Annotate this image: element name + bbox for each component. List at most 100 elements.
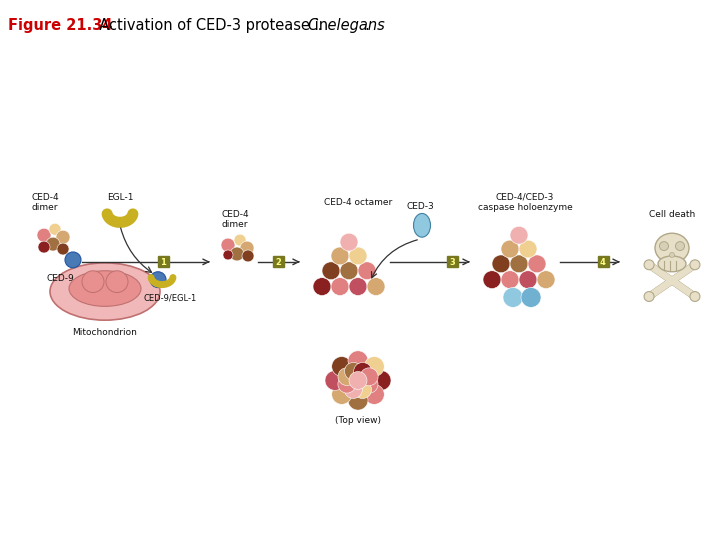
Circle shape <box>537 271 555 288</box>
Circle shape <box>348 351 368 370</box>
Circle shape <box>65 252 81 268</box>
Circle shape <box>242 250 254 262</box>
Circle shape <box>344 362 362 380</box>
Circle shape <box>349 278 367 295</box>
Circle shape <box>332 356 352 376</box>
Circle shape <box>340 233 358 251</box>
Text: th: th <box>122 500 130 505</box>
Circle shape <box>364 356 384 376</box>
Circle shape <box>492 255 510 273</box>
Circle shape <box>221 238 235 252</box>
Circle shape <box>150 272 166 288</box>
Circle shape <box>364 384 384 404</box>
Circle shape <box>230 247 244 261</box>
Text: 3: 3 <box>449 258 455 267</box>
FancyBboxPatch shape <box>598 256 608 267</box>
Text: EGL-1: EGL-1 <box>107 193 133 202</box>
Circle shape <box>510 255 528 273</box>
Text: Copyright © 2013 by  W. H. Freeman and Company: Copyright © 2013 by W. H. Freeman and Co… <box>235 512 485 522</box>
FancyBboxPatch shape <box>158 256 168 267</box>
Ellipse shape <box>413 213 431 237</box>
FancyBboxPatch shape <box>272 256 284 267</box>
Circle shape <box>354 381 372 399</box>
Ellipse shape <box>50 263 160 320</box>
Circle shape <box>519 271 537 288</box>
Circle shape <box>519 240 537 258</box>
Circle shape <box>240 241 254 255</box>
Text: dimer: dimer <box>32 202 58 212</box>
Circle shape <box>501 271 519 288</box>
Circle shape <box>349 372 367 389</box>
Circle shape <box>349 247 367 265</box>
Text: 2: 2 <box>275 258 281 267</box>
Circle shape <box>690 292 700 301</box>
Ellipse shape <box>69 271 141 306</box>
Circle shape <box>57 243 69 255</box>
Text: Activation of CED-3 protease in: Activation of CED-3 protease in <box>90 18 333 33</box>
Circle shape <box>331 247 349 265</box>
Circle shape <box>234 234 246 246</box>
Circle shape <box>46 237 60 251</box>
Circle shape <box>360 368 378 386</box>
FancyBboxPatch shape <box>446 256 457 267</box>
Text: CED-9/EGL-1: CED-9/EGL-1 <box>143 294 197 302</box>
FancyBboxPatch shape <box>608 496 652 538</box>
Circle shape <box>340 262 358 280</box>
Circle shape <box>483 271 501 288</box>
Circle shape <box>644 292 654 301</box>
Ellipse shape <box>660 241 668 251</box>
Circle shape <box>325 370 345 390</box>
Text: .: . <box>364 18 369 33</box>
Circle shape <box>644 260 654 269</box>
Text: Molecular Cell Biology, 7: Molecular Cell Biology, 7 <box>13 507 132 517</box>
Circle shape <box>344 381 362 399</box>
Circle shape <box>503 288 523 307</box>
Text: CED-4/CED-3: CED-4/CED-3 <box>496 193 554 202</box>
Text: CED-9: CED-9 <box>46 274 74 283</box>
Text: CED-4: CED-4 <box>32 193 60 202</box>
Text: CED-4 octamer: CED-4 octamer <box>324 198 392 207</box>
Text: CED-3: CED-3 <box>406 201 434 211</box>
Circle shape <box>360 375 378 393</box>
Circle shape <box>38 241 50 253</box>
Text: caspase holoenzyme: caspase holoenzyme <box>477 202 572 212</box>
Text: Cell death: Cell death <box>649 211 695 219</box>
Ellipse shape <box>658 256 686 272</box>
Text: 1: 1 <box>160 258 166 267</box>
Text: C. elegans: C. elegans <box>308 18 384 33</box>
Ellipse shape <box>82 271 104 293</box>
Ellipse shape <box>655 233 689 263</box>
Circle shape <box>348 390 368 410</box>
Text: Edition: Edition <box>129 507 166 517</box>
Circle shape <box>37 228 51 242</box>
Circle shape <box>338 375 356 393</box>
Circle shape <box>367 278 385 295</box>
Circle shape <box>371 370 391 390</box>
Circle shape <box>528 255 546 273</box>
Text: dimer: dimer <box>222 220 248 230</box>
Text: Mitochondrion: Mitochondrion <box>73 328 138 337</box>
Circle shape <box>49 224 61 235</box>
Text: Lodish et al.: Lodish et al. <box>13 526 73 536</box>
Circle shape <box>223 250 233 260</box>
Text: W. H.
FREEMAN: W. H. FREEMAN <box>649 504 705 525</box>
Circle shape <box>322 262 340 280</box>
Text: 4: 4 <box>600 258 606 267</box>
Circle shape <box>501 240 519 258</box>
Circle shape <box>358 262 376 280</box>
Circle shape <box>521 288 541 307</box>
Circle shape <box>690 260 700 269</box>
Ellipse shape <box>106 271 128 293</box>
Circle shape <box>331 278 349 295</box>
Circle shape <box>510 226 528 244</box>
Ellipse shape <box>670 253 675 258</box>
Circle shape <box>354 362 372 380</box>
Circle shape <box>332 384 352 404</box>
Text: CED-4: CED-4 <box>221 211 249 219</box>
Circle shape <box>56 230 70 244</box>
Text: (Top view): (Top view) <box>335 416 381 425</box>
Ellipse shape <box>675 241 685 251</box>
Circle shape <box>313 278 331 295</box>
Text: Figure 21.34: Figure 21.34 <box>8 18 112 33</box>
Circle shape <box>338 368 356 386</box>
